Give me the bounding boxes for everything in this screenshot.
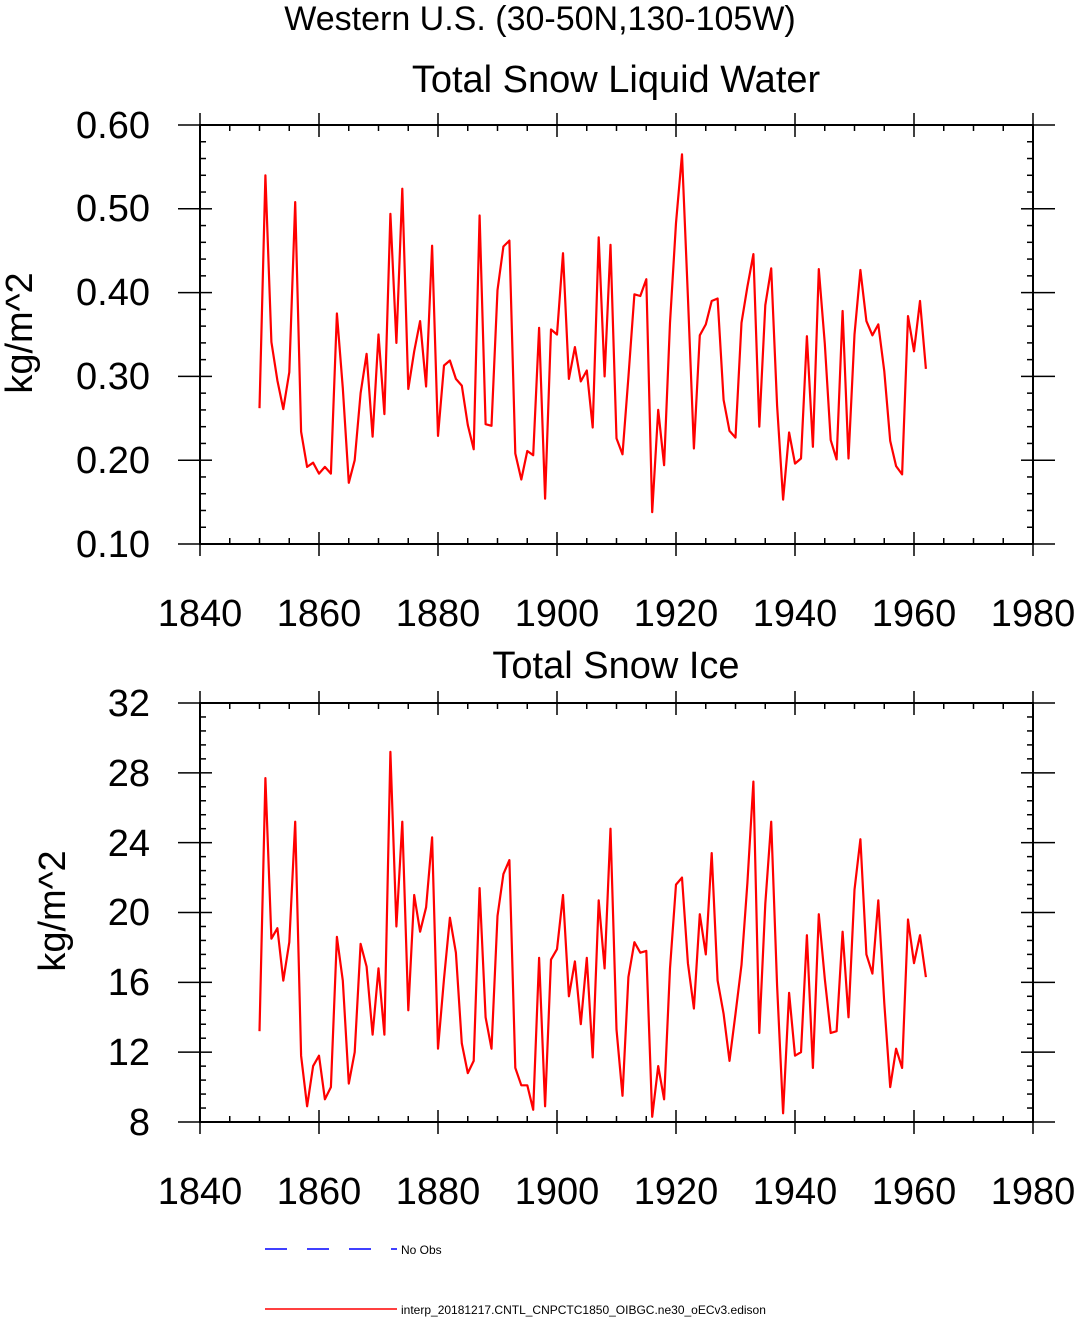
legend: No Obs interp_20181217.CNTL_CNPCTC1850_O… [265,1243,766,1317]
y-axis-label-liquid-water: kg/m^2 [0,272,41,393]
y-tick-label: 0.50 [76,188,150,230]
y-tick-label: 0.20 [76,440,150,482]
x-tick-label: 1960 [872,1171,957,1213]
chart-panel-snow-ice: Total Snow Ice kg/m^2 8 12 16 20 24 28 3… [32,645,1075,1213]
x-tick-label: 1920 [634,1171,719,1213]
x-tick-label: 1840 [158,1171,243,1213]
x-tick-labels-liquid-water: 1840 1860 1880 1900 1920 1940 1960 1980 [158,593,1076,635]
legend-label-model: interp_20181217.CNTL_CNPCTC1850_OIBGC.ne… [401,1303,766,1317]
x-tick-label: 1860 [277,1171,362,1213]
y-tick-label: 28 [108,753,150,795]
y-tick-label: 24 [108,823,150,865]
x-tick-label: 1980 [991,1171,1076,1213]
y-tick-label: 20 [108,892,150,934]
legend-label-no-obs: No Obs [401,1243,442,1257]
chart-panel-liquid-water: Total Snow Liquid Water kg/m^2 0.10 0.20… [0,59,1075,635]
axis-ticks-snow-ice [178,691,1055,1134]
x-tick-label: 1940 [753,1171,838,1213]
plot-frame-snow-ice [199,702,1034,1123]
x-tick-label: 1900 [515,1171,600,1213]
x-tick-label: 1900 [515,593,600,635]
x-tick-label: 1980 [991,593,1076,635]
y-tick-label: 8 [129,1102,150,1144]
x-tick-label: 1840 [158,593,243,635]
y-tick-label: 12 [108,1032,150,1074]
y-tick-label: 16 [108,962,150,1004]
x-tick-label: 1920 [634,593,719,635]
data-line-liquid-water [258,153,927,514]
y-tick-label: 32 [108,683,150,725]
x-tick-label: 1940 [753,593,838,635]
y-tick-labels-liquid-water: 0.10 0.20 0.30 0.40 0.50 0.60 [76,105,150,566]
y-axis-label-snow-ice: kg/m^2 [32,850,74,971]
plot-frame-liquid-water [199,124,1034,545]
x-tick-label: 1880 [396,1171,481,1213]
data-line-snow-ice [258,750,927,1118]
x-tick-label: 1880 [396,593,481,635]
chart-title-snow-ice: Total Snow Ice [492,645,739,687]
y-tick-label: 0.30 [76,356,150,398]
y-tick-label: 0.60 [76,105,150,147]
figure-main-title: Western U.S. (30-50N,130-105W) [284,0,795,38]
y-tick-label: 0.10 [76,524,150,566]
x-tick-labels-snow-ice: 1840 1860 1880 1900 1920 1940 1960 1980 [158,1171,1076,1213]
chart-title-liquid-water: Total Snow Liquid Water [412,59,821,101]
x-tick-label: 1960 [872,593,957,635]
y-tick-labels-snow-ice: 8 12 16 20 24 28 32 [108,683,150,1144]
y-tick-label: 0.40 [76,272,150,314]
x-tick-label: 1860 [277,593,362,635]
